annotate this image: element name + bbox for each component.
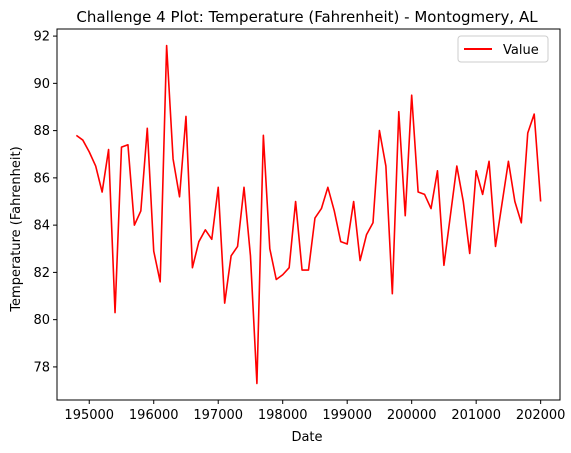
- x-tick-label: 199000: [322, 408, 372, 423]
- legend-box: [457, 35, 549, 63]
- y-tick-label: 82: [33, 266, 50, 281]
- y-tick-label: 80: [33, 313, 50, 328]
- y-axis: 78 80 82 84 86 88 90 92: [33, 30, 57, 375]
- y-tick-label: 92: [33, 30, 50, 45]
- x-axis: 195000 196000 197000 198000 199000 200000 2010…: [64, 400, 565, 423]
- x-tick-label: 197000: [193, 408, 243, 423]
- x-tick-label: 200000: [387, 408, 437, 423]
- y-tick-label: 86: [33, 171, 50, 186]
- y-tick-label: 88: [33, 124, 50, 139]
- x-axis-label: Date: [291, 430, 322, 445]
- legend: Value: [457, 35, 549, 63]
- x-tick-label: 198000: [258, 408, 308, 423]
- plot-area: [75, 44, 542, 385]
- y-tick-label: 90: [33, 77, 50, 92]
- plot-frame: [56, 28, 561, 401]
- y-tick-label: 78: [33, 360, 50, 375]
- legend-label: Value: [503, 43, 539, 58]
- x-tick-label: 196000: [129, 408, 179, 423]
- chart-title: Challenge 4 Plot: Temperature (Fahrenhei…: [76, 8, 538, 26]
- x-tick-label: 202000: [516, 408, 566, 423]
- x-tick-label: 201000: [451, 408, 501, 423]
- series-line: [75, 44, 542, 385]
- y-tick-label: 84: [33, 219, 50, 234]
- y-axis-label: Temperature (Fahrenheit): [9, 146, 24, 312]
- x-tick-label: 195000: [64, 408, 114, 423]
